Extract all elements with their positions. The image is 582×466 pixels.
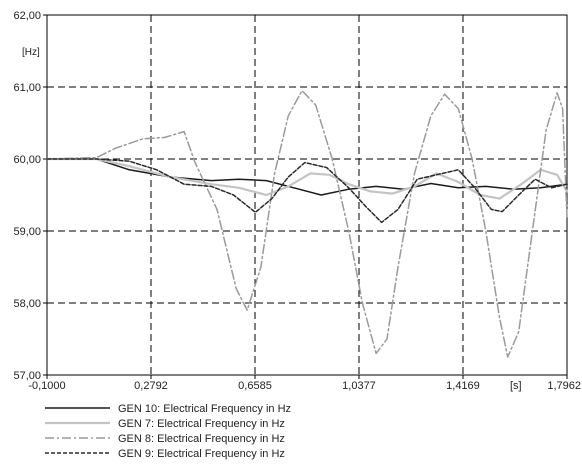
legend-label-4: GEN 9: Electrical Frequency in Hz	[118, 448, 285, 460]
y-axis-label: [Hz]	[22, 47, 40, 58]
grid-layer	[47, 15, 567, 375]
plot-frame	[46, 14, 568, 376]
x-tick-label: -0,1000	[28, 380, 65, 392]
legend-label-2: GEN 7: Electrical Frequency in Hz	[118, 418, 285, 430]
legend-label-1: GEN 10: Electrical Frequency in Hz	[118, 403, 291, 415]
y-axis-ticks: 57,00 58,00 59,00 60,00 61,00 62,00	[13, 10, 47, 382]
series-line-2	[45, 157, 569, 200]
y-tick-label: 60,00	[13, 154, 41, 166]
series-line-4	[46, 158, 568, 224]
y-tick-label: 57,00	[13, 370, 41, 382]
x-tick-label: 1,7962	[547, 380, 581, 392]
x-tick-label: 1,4169	[446, 380, 480, 392]
series-line-3	[46, 89, 568, 358]
y-tick-label: 61,00	[13, 82, 41, 94]
y-tick-label: 58,00	[13, 298, 41, 310]
x-axis-label: [s]	[510, 380, 522, 392]
y-tick-label: 62,00	[13, 10, 41, 22]
x-tick-label: 0,2792	[134, 380, 168, 392]
y-tick-label: 59,00	[13, 226, 41, 238]
series-layer	[45, 89, 569, 358]
x-tick-label: 1,0377	[342, 380, 376, 392]
legend: GEN 10: Electrical Frequency in Hz GEN 7:…	[45, 403, 291, 460]
x-tick-label: 0,6585	[238, 380, 272, 392]
x-axis-ticks: -0,1000 0,2792 0,6585 1,0377 1,4169 1,7962	[28, 375, 581, 392]
legend-label-3: GEN 8: Electrical Frequency in Hz	[118, 433, 285, 445]
